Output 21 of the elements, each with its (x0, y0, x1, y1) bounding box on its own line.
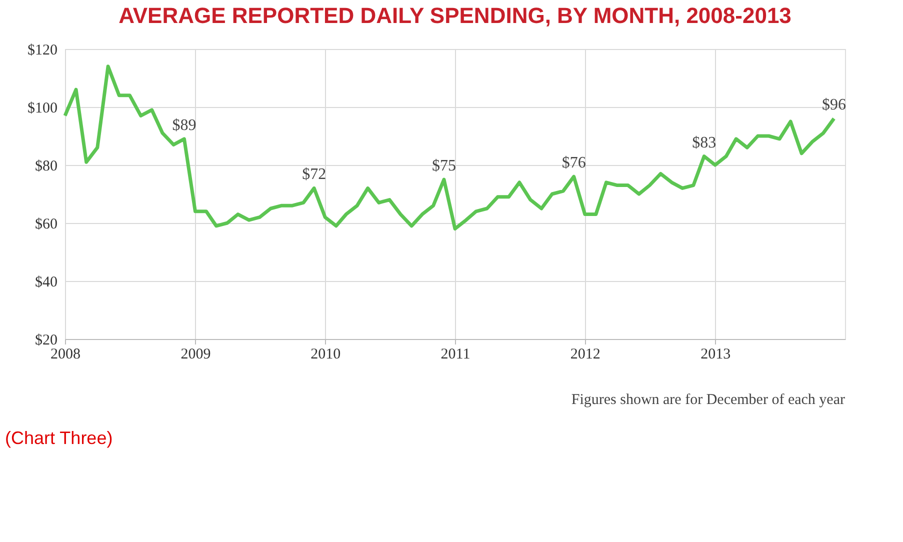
x-tick-label: 2008 (50, 346, 80, 362)
y-tick-label: $40 (35, 274, 58, 290)
text: Figures shown are for December of each year (571, 392, 845, 408)
data-label: $72 (302, 166, 326, 184)
chart-title: AVERAGE REPORTED DAILY SPENDING, BY MONTH, 2008-2013 (118, 3, 792, 28)
x-tick-label: 2013 (700, 346, 731, 362)
x-tick-label: 2011 (440, 346, 470, 362)
x-tick-label: 2010 (310, 346, 341, 362)
y-tick-label: $60 (35, 216, 58, 232)
y-tick-label: $100 (28, 100, 58, 116)
y-tick-label: $120 (28, 42, 58, 58)
data-label: $83 (692, 134, 716, 152)
data-label: $76 (562, 154, 586, 172)
data-label: $89 (172, 116, 196, 134)
x-tick-label: 2012 (570, 346, 600, 362)
text: (Chart Three) (5, 428, 113, 448)
data-label: $96 (822, 96, 846, 114)
data-label: $75 (432, 158, 456, 174)
y-tick-label: $80 (35, 158, 58, 174)
y-tick-label: $20 (35, 332, 58, 348)
x-tick-label: 2009 (180, 346, 211, 362)
